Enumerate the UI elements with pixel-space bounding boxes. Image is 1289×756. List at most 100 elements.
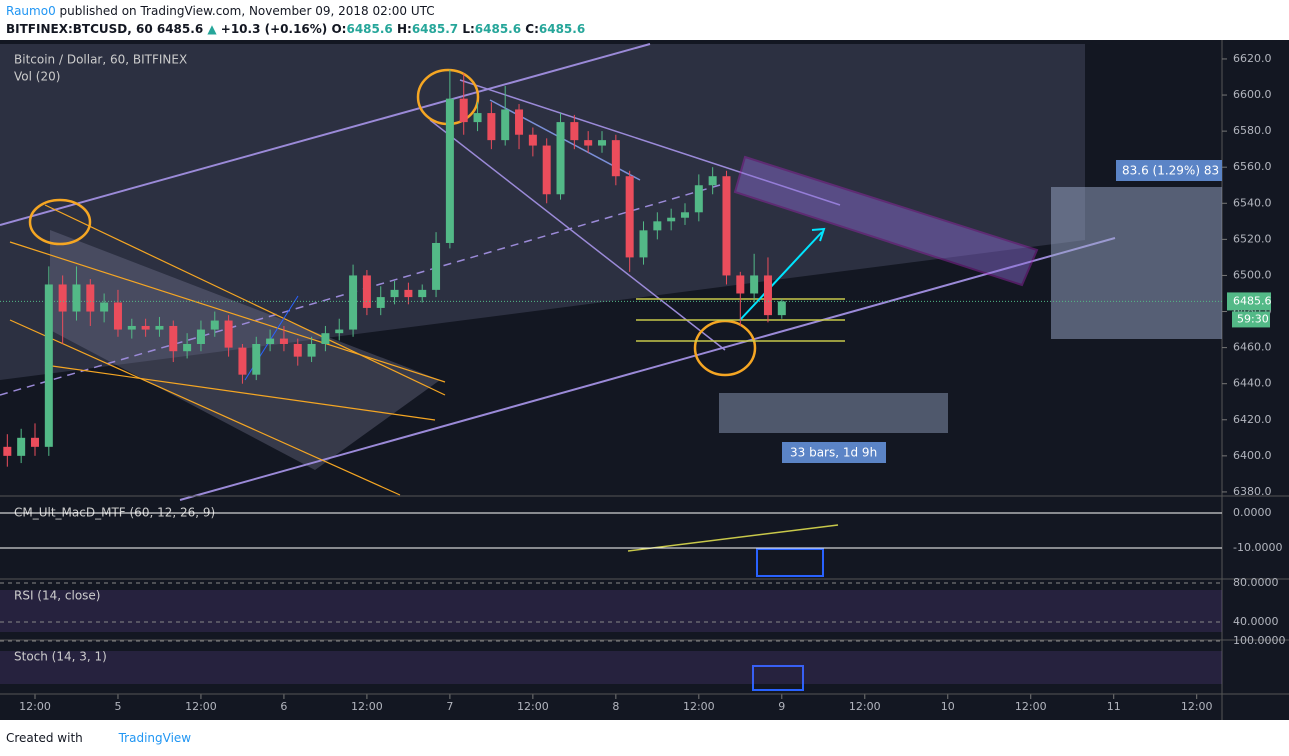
candle-body [17, 437, 26, 456]
x-tick-label: 9 [778, 700, 785, 713]
candle-body [584, 140, 593, 146]
candle-body [266, 338, 275, 344]
x-tick-label: 12:00 [19, 700, 51, 713]
y-tick-label: 40.0000 [1233, 615, 1279, 628]
candle-body [418, 289, 427, 298]
trendline [0, 43, 651, 226]
candle-body [777, 301, 786, 316]
trendline [179, 237, 1116, 501]
y-tick-label: -10.0000 [1233, 541, 1282, 554]
candle-body [598, 140, 607, 146]
x-tick-label: 12:00 [185, 700, 217, 713]
x-tick-label: 5 [114, 700, 121, 713]
candle-body [238, 347, 247, 375]
symbol-line: BITFINEX:BTCUSD, 60 6485.6 ▲ +10.3 (+0.1… [6, 22, 586, 36]
candle-body [445, 98, 454, 243]
label-bg [782, 442, 886, 463]
l-v: 6485.6 [474, 22, 522, 36]
candle-body [667, 217, 676, 222]
price-axis [1222, 40, 1289, 720]
label-bg [1116, 160, 1222, 181]
candle-body [3, 446, 12, 456]
zone [733, 155, 1039, 287]
measure-box [1051, 187, 1222, 339]
candle-body [556, 122, 565, 195]
subtitle: Vol (20) [14, 70, 60, 84]
last: 6485.6 [156, 22, 204, 36]
arrow-head [811, 227, 826, 242]
candle-body [58, 284, 67, 312]
candle-body [113, 302, 122, 330]
candle-body [653, 221, 662, 231]
candle-body [473, 113, 482, 123]
last-price-label: 6485.6 [1233, 294, 1272, 307]
candle-body [155, 325, 164, 330]
x-tick-label: 12:00 [1015, 700, 1047, 713]
candle-body [570, 122, 579, 141]
channel-fill [0, 44, 1085, 380]
candle-body [169, 325, 178, 352]
candle-body [307, 344, 316, 357]
candle-body [86, 284, 95, 312]
candle-body [210, 320, 219, 330]
pane-label: Stoch (14, 3, 1) [14, 650, 107, 664]
arrow [739, 231, 823, 321]
y-tick-label: 0.0000 [1233, 506, 1272, 519]
box [756, 548, 824, 577]
candle-body [362, 275, 371, 308]
y-tick-label: 6600.0 [1233, 88, 1272, 101]
candle-body [279, 338, 288, 344]
x-tick-label: 10 [941, 700, 955, 713]
candle-body [30, 437, 39, 447]
measure-label: 83.6 (1.29%) 83 [1122, 164, 1219, 178]
y-tick-label: 6420.0 [1233, 413, 1272, 426]
candle-body [515, 109, 524, 135]
y-tick-label: 6500.0 [1233, 268, 1272, 281]
candle-body [390, 289, 399, 298]
candle-body [183, 344, 192, 352]
published: published on TradingView.com, November 0… [59, 4, 435, 18]
y-tick-label: 6560.0 [1233, 160, 1272, 173]
candle-body [459, 98, 468, 123]
candle-body [72, 284, 81, 312]
c: C: [525, 22, 539, 36]
y-tick-label: 6400.0 [1233, 449, 1272, 462]
candle-body [196, 329, 205, 344]
candle-body [501, 109, 510, 141]
box [752, 665, 804, 691]
candle-body [127, 325, 136, 330]
created: Created with [6, 731, 83, 745]
candle-body [224, 320, 233, 348]
candle-body [293, 344, 302, 357]
chart: 83.6 (1.29%) 83 33 bars, 1d 9h Bitcoin /… [0, 40, 1289, 720]
trendline [429, 119, 726, 351]
candle-body [376, 297, 385, 308]
x-tick-label: 8 [612, 700, 619, 713]
x-tick-label: 7 [446, 700, 453, 713]
symbol: BITFINEX:BTCUSD, 60 [6, 22, 153, 36]
candle-body [722, 176, 731, 276]
range-label: 33 bars, 1d 9h [790, 446, 877, 460]
candle-body [625, 176, 634, 258]
change: +10.3 (+0.16%) [220, 22, 328, 36]
trendline [459, 79, 841, 206]
footer: Created with TradingView [6, 731, 191, 745]
o-v: 6485.6 [346, 22, 393, 36]
candle-body [141, 325, 150, 330]
countdown: 59:30 [1237, 312, 1269, 325]
candle-body [252, 344, 261, 375]
c-v: 6485.6 [538, 22, 586, 36]
pane-label: RSI (14, close) [14, 589, 100, 603]
candle-body [432, 242, 441, 290]
pane-band [0, 651, 1222, 684]
h: H: [396, 22, 412, 36]
chart-title: Bitcoin / Dollar, 60, BITFINEX [14, 53, 187, 67]
candle-body [335, 329, 344, 334]
candle-body [694, 185, 703, 213]
x-tick-label: 6 [280, 700, 287, 713]
candle-body [528, 134, 537, 146]
candle-body [708, 176, 717, 186]
publisher: Raumo0 [6, 4, 56, 18]
candle-body [763, 275, 772, 316]
candle-body [542, 145, 551, 195]
